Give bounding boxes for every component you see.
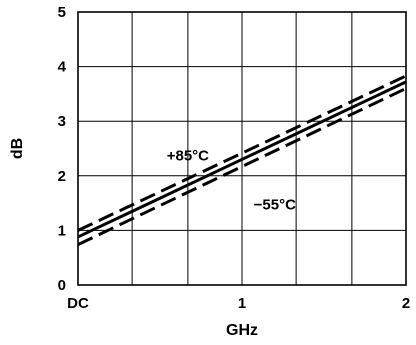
- grid: [78, 12, 406, 285]
- x-axis-label: GHz: [226, 322, 258, 339]
- y-tick-label-5: 5: [58, 4, 66, 21]
- y-tick-label-4: 4: [58, 59, 67, 76]
- y-tick-label-0: 0: [58, 277, 66, 294]
- series-lines: [77, 74, 407, 246]
- annotation-0: +85°C: [167, 148, 209, 165]
- y-tick-label-3: 3: [58, 113, 66, 130]
- annotations: +85°C −55°C: [167, 148, 296, 214]
- series-line-1: [77, 80, 407, 239]
- x-tick-label-1: 1: [238, 295, 246, 312]
- tick-labels: DC 1 2 0 1 2 3 4 5: [58, 4, 411, 312]
- plot-frame: [77, 11, 407, 286]
- x-tick-label-2: 2: [402, 295, 410, 312]
- series-line-0: [77, 74, 407, 232]
- y-tick-label-2: 2: [58, 168, 66, 185]
- series-line-2: [77, 87, 407, 246]
- y-axis-label: dB: [9, 138, 26, 159]
- annotation-1: −55°C: [254, 197, 296, 214]
- y-tick-label-1: 1: [58, 222, 66, 239]
- x-tick-label-0: DC: [67, 295, 89, 312]
